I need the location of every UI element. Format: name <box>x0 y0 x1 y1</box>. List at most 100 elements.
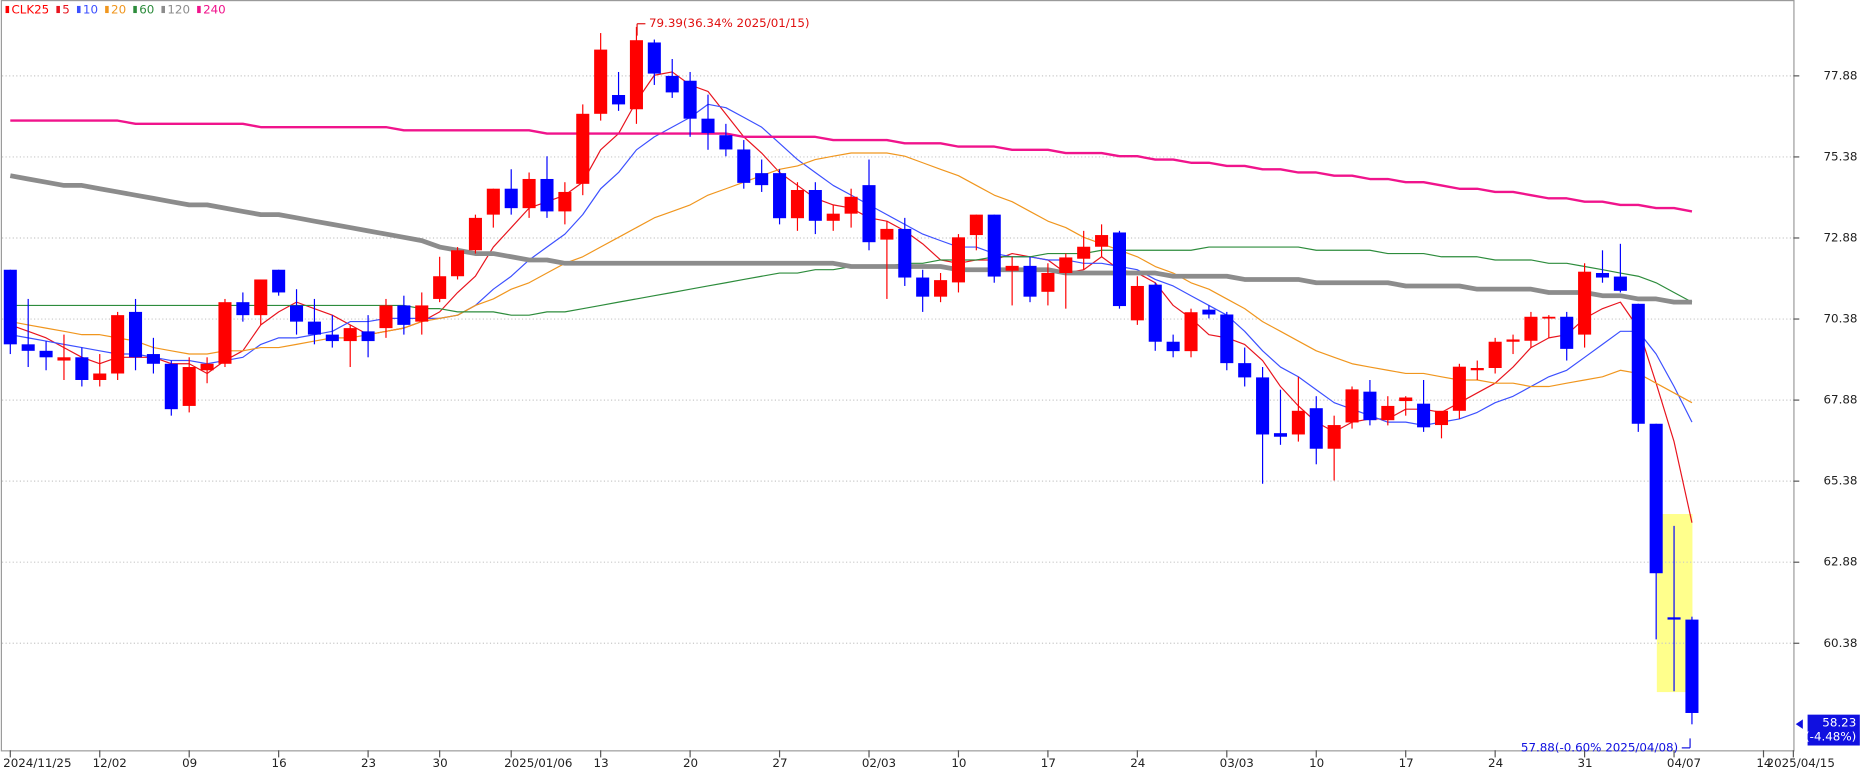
candle-body <box>773 173 787 219</box>
legend-label: 60 <box>139 3 154 17</box>
x-tick-label: 04/07 <box>1667 756 1701 770</box>
candle-body <box>307 321 321 335</box>
y-tick-label: 77.88 <box>1823 68 1857 82</box>
candle-body <box>1685 619 1699 713</box>
candle-body <box>1005 265 1019 271</box>
candle-body <box>1595 272 1610 278</box>
x-tick-label: 10 <box>1309 756 1324 770</box>
candle-body <box>916 277 930 297</box>
candle-body <box>522 178 536 209</box>
legend-label: CLK25 <box>11 3 49 17</box>
candle-body <box>75 357 89 380</box>
legend-swatch <box>56 5 60 14</box>
candle-body <box>540 178 554 212</box>
candle-body <box>128 311 143 358</box>
candle-body <box>1112 232 1126 307</box>
candle-body <box>576 113 590 184</box>
legend-label: 5 <box>62 3 70 17</box>
last-price: 58.23 <box>1822 715 1856 729</box>
candle-body <box>701 118 715 133</box>
x-tick-label: 30 <box>433 756 448 770</box>
last-change: (-4.48%) <box>1805 730 1856 744</box>
candle-body <box>629 40 643 110</box>
x-tick-label: 17 <box>1399 756 1414 770</box>
candle-body <box>987 214 1001 277</box>
candle-body <box>862 185 876 243</box>
candle-body <box>1542 316 1556 319</box>
legend-swatch <box>161 5 165 14</box>
candle-body <box>1023 265 1037 297</box>
candle-body <box>182 367 196 406</box>
x-tick-label: 24 <box>1488 756 1503 770</box>
legend-swatch <box>5 5 10 14</box>
candle-body <box>898 228 912 278</box>
x-tick-label: 24 <box>1130 756 1145 770</box>
candle-body <box>808 189 822 221</box>
candle-body <box>1506 339 1520 342</box>
legend-swatch <box>197 5 201 14</box>
candle-body <box>1095 235 1109 247</box>
candle-body <box>790 189 804 219</box>
last-price-box <box>1807 714 1860 746</box>
last-price-pointer <box>1795 719 1803 729</box>
candle-body <box>951 237 965 283</box>
x-end-label: 2025/04/15 <box>1767 756 1835 770</box>
plot-frame <box>0 0 1795 752</box>
legend-label: 10 <box>83 3 98 17</box>
ma-line <box>9 173 1692 305</box>
candle-body <box>1202 309 1216 315</box>
candle-body <box>755 173 769 186</box>
candle-body <box>1184 312 1198 352</box>
x-tick-label: 02/03 <box>862 756 896 770</box>
x-tick-label: 12/02 <box>93 756 127 770</box>
candle-body <box>379 305 393 329</box>
x-tick-label: 2024/11/25 <box>3 756 71 770</box>
candle-body <box>1363 391 1377 421</box>
legend-swatch <box>133 5 137 14</box>
ma-line <box>10 152 1693 404</box>
x-tick-label: 13 <box>594 756 609 770</box>
candle-body <box>39 350 53 358</box>
y-tick-label: 62.88 <box>1823 555 1857 569</box>
y-tick-label: 67.88 <box>1823 393 1857 407</box>
candle-body <box>1238 363 1252 378</box>
candle-body <box>1560 316 1574 349</box>
candle-body <box>1327 425 1341 449</box>
candle-body <box>486 188 500 215</box>
candle-body <box>468 217 482 251</box>
y-tick-label: 75.38 <box>1823 149 1857 163</box>
candle-body <box>665 75 679 93</box>
candle-body <box>93 373 107 380</box>
y-tick-label: 65.38 <box>1823 474 1857 488</box>
candle-body <box>826 213 840 221</box>
x-tick-label: 17 <box>1041 756 1056 770</box>
candle-body <box>1488 341 1502 368</box>
candle-body <box>504 188 518 209</box>
candle-body <box>451 250 465 277</box>
candle-body <box>880 228 894 240</box>
candle-body <box>844 196 858 214</box>
candle-body <box>719 135 733 150</box>
candle-body <box>969 214 983 236</box>
candle-body <box>290 305 304 322</box>
legend-label: 120 <box>167 3 190 17</box>
candle-body <box>1452 366 1466 411</box>
candle-body <box>934 280 948 297</box>
candle-body <box>1649 423 1663 574</box>
candle-body <box>1381 405 1395 421</box>
low-annotation: 57.88(-0.60% 2025/04/08) <box>1521 740 1678 754</box>
candle-body <box>146 354 160 364</box>
candle-body <box>325 334 339 342</box>
candle-body <box>1399 397 1413 402</box>
candle-body <box>1256 377 1270 435</box>
high-annotation: 79.39(36.34% 2025/01/15) <box>649 16 810 30</box>
candle-body <box>3 269 17 345</box>
candle-body <box>1291 410 1305 435</box>
x-tick-label: 27 <box>772 756 787 770</box>
candle-body <box>236 302 250 316</box>
candle-body <box>272 269 286 293</box>
legend-swatch <box>105 5 109 14</box>
candle-body <box>361 331 375 342</box>
candle-body <box>1041 272 1055 292</box>
